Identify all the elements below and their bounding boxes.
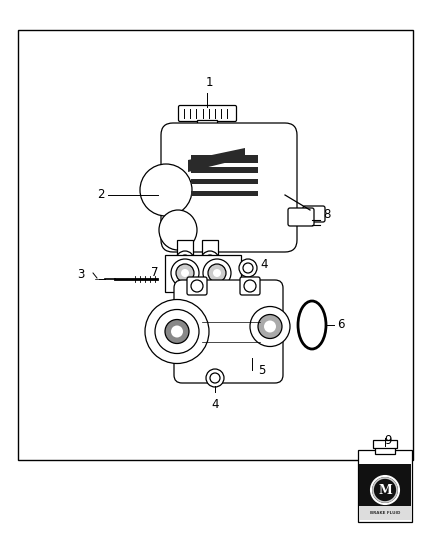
Circle shape: [176, 251, 194, 269]
Polygon shape: [188, 148, 245, 172]
Circle shape: [244, 280, 256, 292]
Circle shape: [213, 269, 221, 277]
Bar: [191, 167, 258, 173]
Circle shape: [180, 255, 190, 265]
Circle shape: [264, 320, 276, 333]
FancyBboxPatch shape: [303, 206, 325, 222]
Bar: [165, 255, 241, 292]
FancyBboxPatch shape: [177, 240, 193, 260]
Circle shape: [176, 264, 194, 282]
Ellipse shape: [159, 210, 197, 250]
FancyBboxPatch shape: [202, 240, 218, 260]
Circle shape: [181, 269, 189, 277]
Text: 7: 7: [152, 266, 159, 279]
Bar: [191, 191, 258, 196]
Bar: [375, 446, 395, 454]
FancyBboxPatch shape: [373, 440, 397, 448]
Text: 5: 5: [258, 364, 265, 376]
Bar: [359, 464, 411, 520]
Text: 2: 2: [98, 189, 105, 201]
Circle shape: [239, 259, 257, 277]
Bar: [18, 30, 413, 460]
Ellipse shape: [298, 301, 326, 349]
FancyBboxPatch shape: [187, 277, 207, 295]
Text: 9: 9: [384, 434, 392, 447]
Text: 3: 3: [78, 268, 85, 280]
Circle shape: [191, 280, 203, 292]
Bar: [358, 450, 412, 522]
Circle shape: [201, 251, 219, 269]
Circle shape: [145, 300, 209, 364]
Circle shape: [206, 369, 224, 387]
Bar: [359, 506, 411, 520]
Circle shape: [371, 476, 399, 504]
Bar: [191, 179, 258, 184]
Circle shape: [210, 373, 220, 383]
Text: 4: 4: [211, 398, 219, 411]
Circle shape: [205, 255, 215, 265]
FancyBboxPatch shape: [288, 208, 314, 226]
FancyBboxPatch shape: [161, 123, 297, 252]
Text: 6: 6: [337, 319, 345, 332]
Bar: [197, 120, 217, 132]
Text: BRAKE FLUID: BRAKE FLUID: [370, 511, 400, 515]
FancyBboxPatch shape: [174, 280, 283, 383]
Ellipse shape: [140, 164, 192, 216]
Circle shape: [208, 264, 226, 282]
Circle shape: [258, 314, 282, 338]
Circle shape: [165, 319, 189, 343]
Circle shape: [243, 263, 253, 273]
Circle shape: [250, 306, 290, 346]
Bar: [191, 155, 258, 163]
Circle shape: [171, 259, 199, 287]
FancyBboxPatch shape: [240, 277, 260, 295]
Circle shape: [171, 326, 183, 337]
Text: 8: 8: [323, 208, 330, 222]
Circle shape: [203, 259, 231, 287]
FancyBboxPatch shape: [179, 106, 237, 122]
Circle shape: [155, 310, 199, 353]
Text: 4: 4: [260, 257, 268, 271]
Text: M: M: [378, 483, 392, 497]
Text: 1: 1: [205, 76, 213, 89]
